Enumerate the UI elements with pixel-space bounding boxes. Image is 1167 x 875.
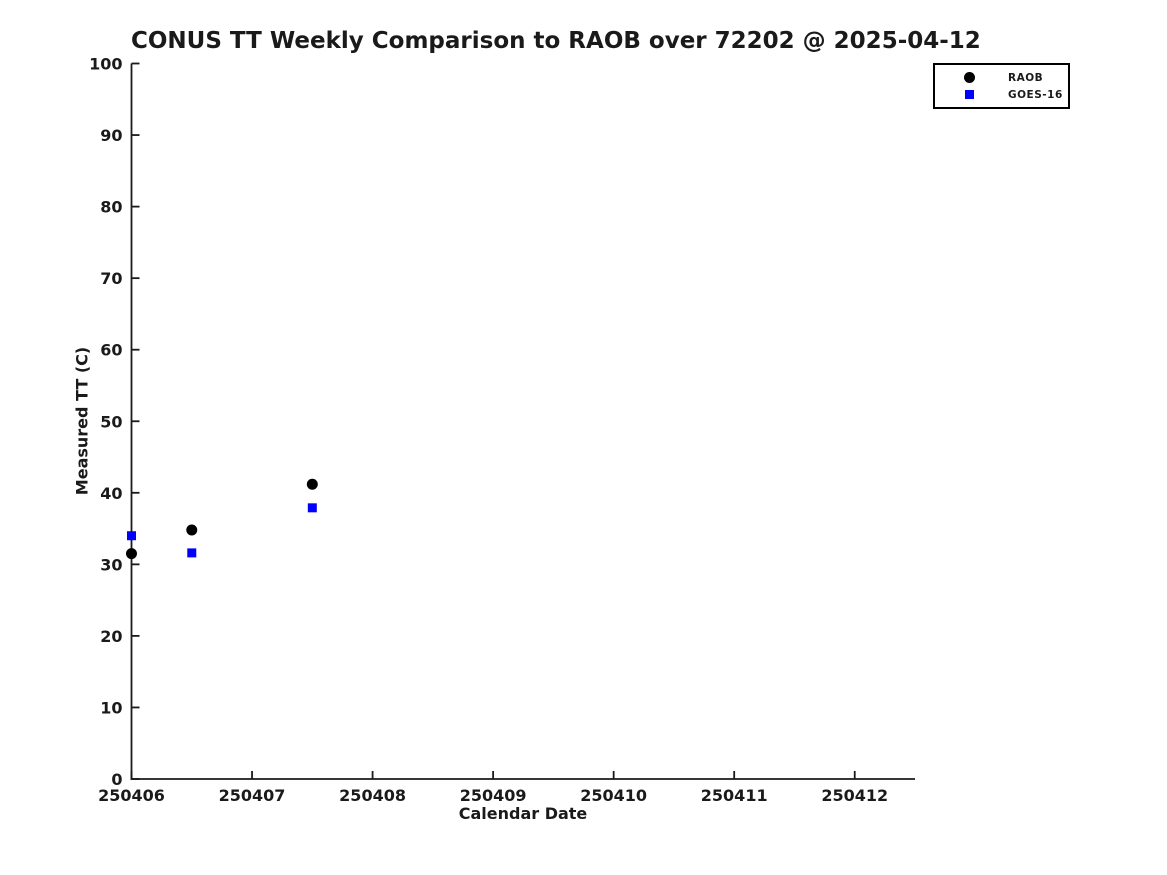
y-tick-label: 90 <box>100 126 122 145</box>
legend-item-raob: RAOB <box>935 69 1068 86</box>
x-tick-label: 250408 <box>339 786 406 805</box>
y-tick-label: 100 <box>89 55 122 74</box>
x-tick-label: 250410 <box>580 786 647 805</box>
goes-16-square-marker-icon <box>964 90 974 99</box>
legend-label-goes-16: GOES-16 <box>1008 88 1063 101</box>
chart-title: CONUS TT Weekly Comparison to RAOB over … <box>131 28 981 54</box>
x-tick-label: 250412 <box>821 786 888 805</box>
raob-circle-marker-icon <box>963 72 975 83</box>
x-tick-label: 250411 <box>701 786 768 805</box>
legend: RAOB GOES-16 <box>933 63 1070 109</box>
x-tick-label: 250406 <box>98 786 165 805</box>
data-point-raob <box>186 524 198 536</box>
data-point-goes-16 <box>127 531 136 541</box>
y-tick-label: 50 <box>100 412 122 431</box>
y-tick-label: 10 <box>100 698 122 717</box>
x-tick-label: 250407 <box>219 786 286 805</box>
x-tick-label: 250409 <box>460 786 527 805</box>
y-tick-label: 60 <box>100 341 122 360</box>
x-axis-label: Calendar Date <box>458 804 588 823</box>
legend-label-raob: RAOB <box>1008 71 1044 84</box>
y-tick-label: 70 <box>100 269 122 288</box>
y-axis-label: Measured TT (C) <box>72 346 92 496</box>
goes-16-marker-box <box>963 89 975 101</box>
y-tick-label: 80 <box>100 198 122 217</box>
data-point-goes-16 <box>307 503 317 513</box>
data-point-raob <box>306 478 318 490</box>
y-tick-label: 30 <box>100 555 122 574</box>
raob-marker-box <box>963 72 975 84</box>
y-tick-label: 0 <box>111 770 122 789</box>
data-point-raob <box>126 548 137 560</box>
data-point-goes-16 <box>187 548 197 558</box>
y-tick-label: 20 <box>100 627 122 646</box>
legend-item-goes-16: GOES-16 <box>935 86 1068 103</box>
y-tick-label: 40 <box>100 484 122 503</box>
